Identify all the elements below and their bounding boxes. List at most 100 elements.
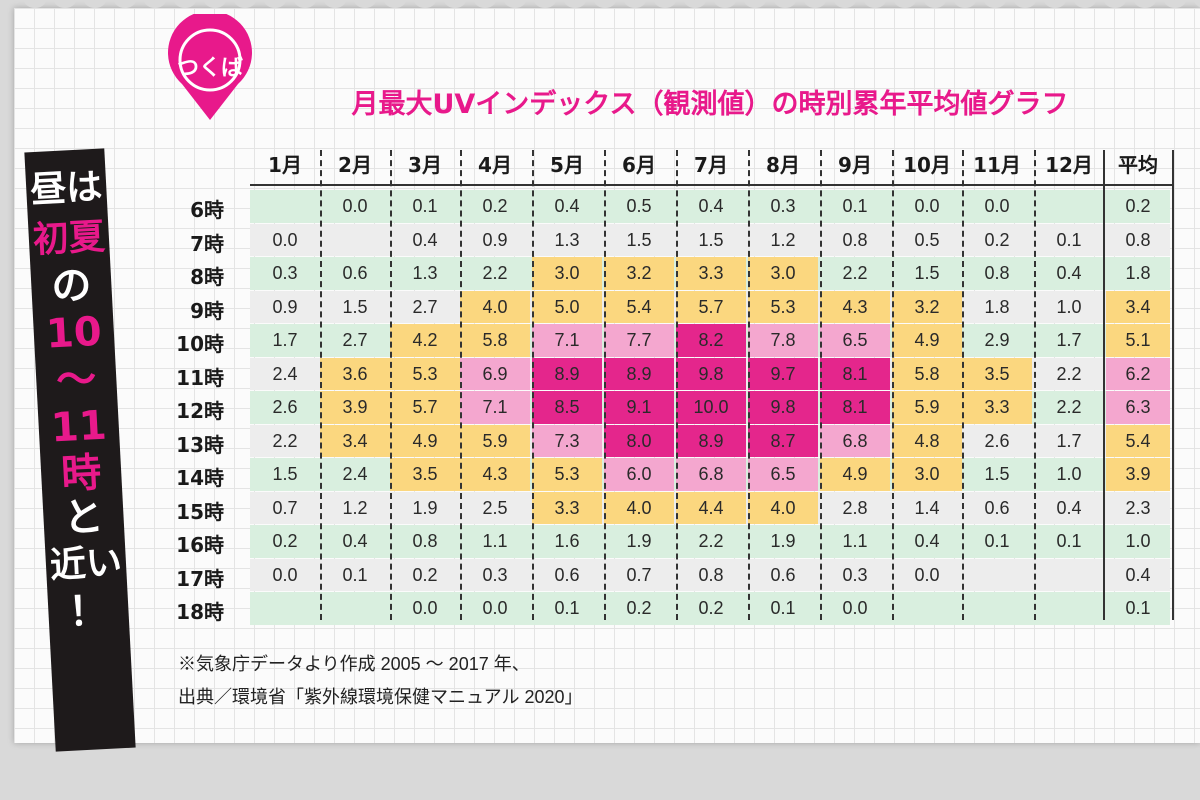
location-pin-icon [168,14,252,120]
binder-hole [234,0,256,8]
heatmap-cell [250,190,320,223]
column-divider [892,150,894,620]
heatmap-cell: 2.2 [1034,357,1104,390]
heatmap-cell: 2.3 [1106,491,1170,524]
column-header: 9月 [838,153,872,177]
binder-hole [924,0,946,8]
binder-hole [444,0,466,8]
heatmap-cell: 0.8 [820,223,890,256]
binder-hole [564,0,586,8]
heatmap-cell: 0.4 [1106,558,1170,591]
heatmap-cell: 1.5 [962,458,1032,491]
heatmap-cell: 0.4 [532,190,602,223]
heatmap-cell: 3.4 [1106,290,1170,323]
location-label: つくば [176,56,243,81]
heatmap-cell: 0.9 [460,223,530,256]
heatmap-cell: 2.8 [820,491,890,524]
row-header: 10時 [176,332,224,356]
heatmap-cell: 2.2 [460,257,530,290]
heatmap-cell: 1.0 [1034,458,1104,491]
heatmap-cell: 3.0 [748,257,818,290]
row-header: 11時 [176,365,224,390]
heatmap-cell: 8.9 [604,357,674,390]
heatmap-cell: 3.5 [962,357,1032,390]
heatmap-cell: 0.0 [460,592,530,625]
heatmap-cell [320,223,390,256]
heatmap-cell: 1.5 [320,290,390,323]
heatmap-cell: 5.3 [532,458,602,491]
heatmap-cell: 4.9 [892,324,962,357]
heatmap-cell: 1.2 [748,223,818,256]
heatmap-cell: 7.1 [532,324,602,357]
column-header: 12月 [1045,153,1093,177]
heatmap-cell: 0.0 [962,190,1032,223]
heatmap-cell: 0.8 [676,558,746,591]
heatmap-cell [962,592,1032,625]
heatmap-cell: 0.2 [676,592,746,625]
heatmap-cell: 9.1 [604,391,674,424]
heatmap-cell: 0.2 [962,223,1032,256]
heatmap-cell: 0.9 [250,290,320,323]
heatmap-cell: 2.2 [250,424,320,457]
heatmap-cell: 3.2 [892,290,962,323]
binder-hole [414,0,436,8]
column-divider [1034,150,1036,620]
binder-hole [894,0,916,8]
heatmap-cell: 10.0 [676,391,746,424]
heatmap-cell: 0.6 [748,558,818,591]
heatmap-cell: 0.4 [1034,257,1104,290]
heatmap-cell: 1.2 [320,491,390,524]
heatmap-cell: 6.5 [748,458,818,491]
header-rule [250,184,1172,186]
heatmap-cell: 0.2 [460,190,530,223]
heatmap-cell: 5.1 [1106,324,1170,357]
binder-hole [354,0,376,8]
binder-hole [1194,0,1200,8]
row-header: 13時 [176,432,224,457]
heatmap-cell: 6.3 [1106,391,1170,424]
binder-hole [1104,0,1126,8]
heatmap-cell: 0.1 [1106,592,1170,625]
heatmap-cell: 3.6 [320,357,390,390]
heatmap-cell: 0.4 [320,525,390,558]
binder-hole [174,0,196,8]
heatmap-cell: 0.1 [1034,223,1104,256]
heatmap-cell: 1.7 [250,324,320,357]
heatmap-cell [1034,592,1104,625]
heatmap-cell: 0.4 [676,190,746,223]
heatmap-cell [1034,190,1104,223]
heatmap-cell: 4.0 [748,491,818,524]
heatmap-cell: 0.3 [250,257,320,290]
heatmap-cell: 0.2 [390,558,460,591]
heatmap-cell: 0.0 [250,558,320,591]
heatmap-cell: 1.8 [1106,257,1170,290]
binder-hole [474,0,496,8]
binder-hole [594,0,616,8]
heatmap-cell: 1.1 [820,525,890,558]
heatmap-cell: 0.5 [892,223,962,256]
heatmap-cell: 5.3 [390,357,460,390]
heatmap-cell: 8.0 [604,424,674,457]
heatmap-cell: 0.7 [604,558,674,591]
column-header: 6月 [622,153,656,177]
binder-hole [84,0,106,8]
heatmap-cell: 4.9 [390,424,460,457]
binder-hole [534,0,556,8]
row-header: 12時 [176,399,224,423]
row-header: 14時 [176,466,224,490]
binder-hole [864,0,886,8]
heatmap-cell: 7.1 [460,391,530,424]
heatmap-cell: 3.3 [532,491,602,524]
binder-hole [1134,0,1156,8]
column-header: 5月 [550,153,584,177]
column-divider [390,150,392,620]
heatmap-cell: 1.5 [892,257,962,290]
heatmap-cell: 3.5 [390,458,460,491]
heatmap-cell: 0.7 [250,491,320,524]
heatmap-cell: 0.3 [748,190,818,223]
heatmap-cell: 4.3 [460,458,530,491]
heatmap-cell: 0.2 [250,525,320,558]
heatmap-cell: 4.2 [390,324,460,357]
heatmap-cell [962,558,1032,591]
binder-hole [204,0,226,8]
